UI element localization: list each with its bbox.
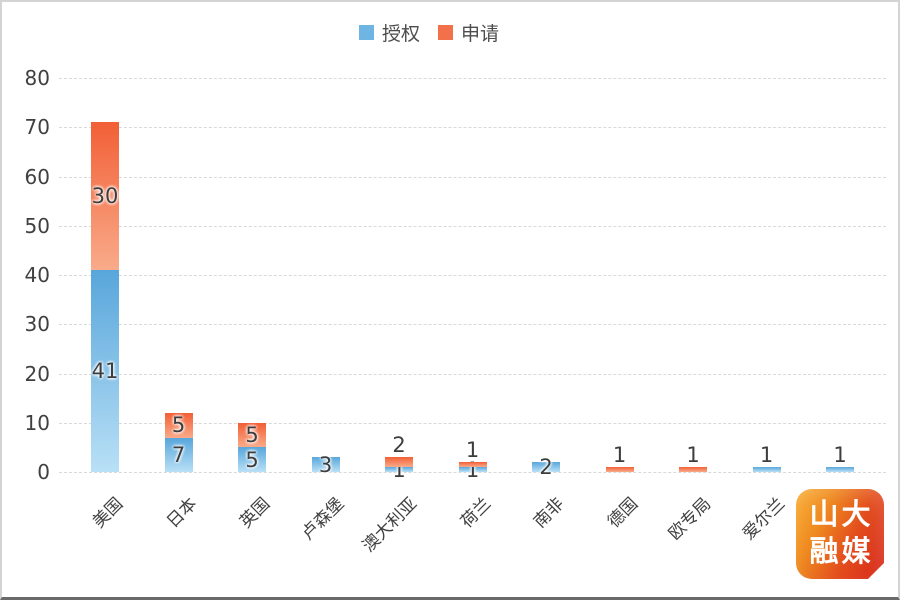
x-axis-label: 爱尔兰 bbox=[738, 494, 789, 545]
bar-segment-authorized bbox=[752, 467, 781, 472]
gridline bbox=[59, 324, 886, 326]
bar-segment-authorized bbox=[91, 270, 119, 472]
bar-segment-authorized bbox=[164, 437, 193, 472]
y-axis-tick-label: 10 bbox=[24, 410, 50, 435]
bar-segment-applied bbox=[164, 412, 193, 438]
x-axis-label: 澳大利亚 bbox=[358, 494, 422, 557]
y-axis-tick-label: 60 bbox=[24, 164, 50, 189]
bar-segment-applied bbox=[238, 422, 266, 448]
bar-segment-authorized bbox=[238, 447, 266, 472]
y-axis-tick-label: 50 bbox=[24, 213, 50, 238]
value-label: 1 bbox=[686, 443, 700, 468]
bar-segment-applied bbox=[91, 122, 119, 271]
y-axis-tick-label: 70 bbox=[24, 115, 50, 140]
legend-label-authorized: 授权 bbox=[381, 22, 420, 45]
gridline bbox=[59, 422, 886, 424]
x-axis-label: 荷兰 bbox=[456, 494, 495, 533]
value-label: 5 bbox=[245, 447, 259, 472]
value-label: 1 bbox=[465, 438, 480, 463]
value-label: 5 bbox=[245, 423, 259, 448]
y-axis-tick-label: 20 bbox=[24, 361, 50, 386]
bar-segment-applied bbox=[679, 467, 707, 472]
y-axis-tick-label: 30 bbox=[24, 312, 50, 337]
logo-text: 山大 融媒 bbox=[796, 489, 884, 570]
value-label: 1 bbox=[833, 443, 847, 468]
value-label: 41 bbox=[91, 359, 119, 384]
bar-segment-authorized bbox=[532, 462, 560, 472]
value-label: 30 bbox=[91, 184, 119, 209]
gridline bbox=[59, 127, 886, 129]
x-axis-label: 欧专局 bbox=[664, 494, 716, 545]
bar-segment-authorized bbox=[458, 467, 487, 472]
bar-segment-authorized bbox=[826, 467, 854, 472]
legend-label-applied: 申请 bbox=[461, 22, 500, 45]
logo-line1: 山大 bbox=[809, 497, 874, 531]
value-label: 2 bbox=[539, 455, 553, 480]
shanda-rongmei-logo: 山大 融媒 bbox=[796, 489, 885, 580]
logo-line2: 融媒 bbox=[809, 534, 874, 568]
value-label: 3 bbox=[318, 452, 333, 477]
bar-segment-applied bbox=[605, 467, 634, 472]
x-axis-label: 南非 bbox=[529, 494, 569, 533]
x-axis-label: 日本 bbox=[162, 494, 201, 533]
gridline bbox=[59, 373, 886, 375]
gridline bbox=[59, 176, 886, 178]
gridline bbox=[59, 225, 886, 227]
gridline bbox=[59, 78, 886, 79]
legend-item-applied: 申请 bbox=[438, 19, 499, 46]
bar-segment-authorized bbox=[385, 467, 413, 472]
x-axis-label: 英国 bbox=[235, 494, 275, 533]
gridline bbox=[59, 275, 886, 276]
value-label: 5 bbox=[171, 413, 186, 438]
y-axis-tick-label: 40 bbox=[24, 263, 50, 287]
legend-item-authorized: 授权 bbox=[358, 19, 420, 46]
x-axis-label: 德国 bbox=[603, 494, 642, 533]
x-axis-label: 美国 bbox=[88, 494, 128, 533]
y-axis-tick-label: 80 bbox=[24, 66, 50, 90]
legend-swatch-applied bbox=[438, 24, 453, 40]
bar-segment-authorized bbox=[311, 457, 340, 472]
bar-segment-applied bbox=[385, 457, 413, 468]
legend-swatch-authorized bbox=[358, 24, 374, 40]
value-label: 1 bbox=[759, 443, 774, 468]
chart-legend: 授权 申请 bbox=[2, 19, 856, 46]
y-axis-tick-label: 0 bbox=[37, 460, 50, 484]
gridline bbox=[59, 472, 886, 473]
value-label: 2 bbox=[392, 433, 406, 458]
x-axis-label: 卢森堡 bbox=[297, 494, 348, 545]
value-label: 7 bbox=[171, 442, 186, 467]
bar-segment-applied bbox=[458, 462, 487, 468]
value-label: 1 bbox=[612, 443, 627, 468]
